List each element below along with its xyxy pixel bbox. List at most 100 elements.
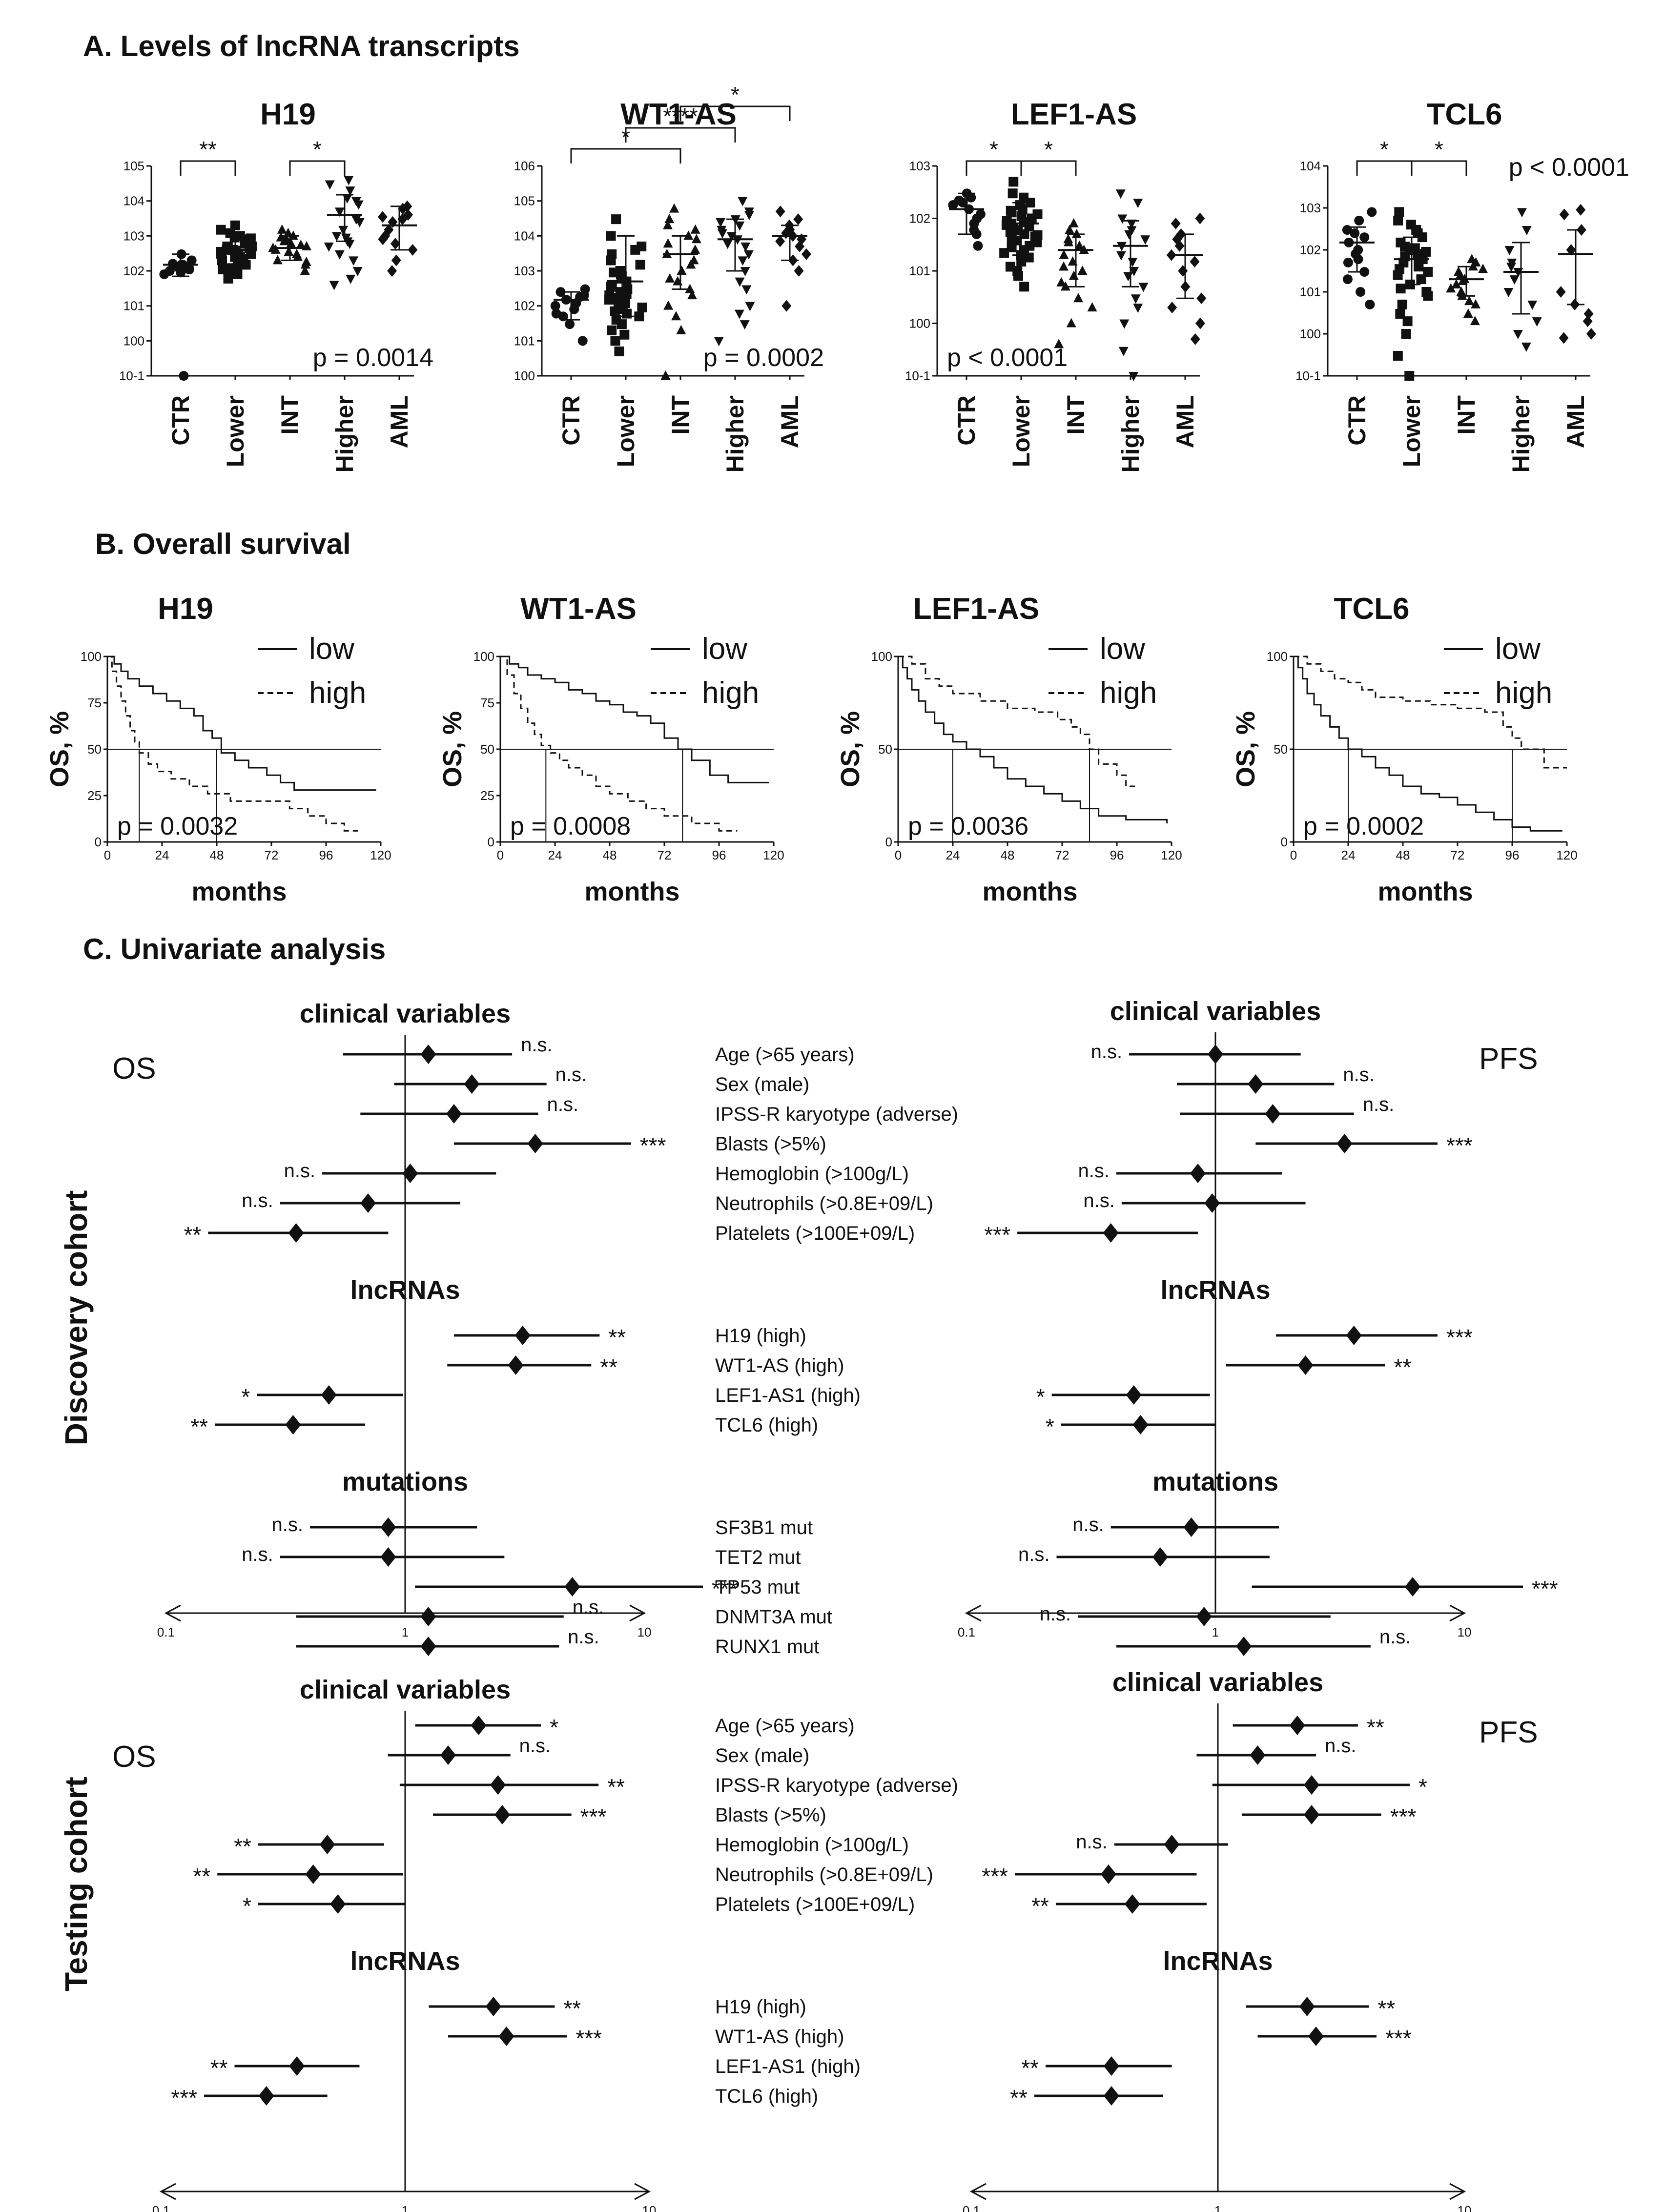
hazard-ratio-marker [471,1716,487,1735]
data-point [722,240,733,249]
data-point [662,220,673,229]
data-point [331,232,342,242]
hazard-ratio-marker [446,1104,462,1124]
data-point [1195,317,1205,329]
data-point [1521,225,1532,235]
data-point [1127,219,1137,229]
forest-row-label: Blasts (>5%) [715,1804,826,1826]
x-category-label: Lower [1007,395,1035,467]
data-point [1032,209,1043,219]
significance-label: ** [210,2055,228,2081]
hazard-ratio-marker [1183,1517,1199,1537]
x-tick-label: 0.1 [157,1625,175,1639]
x-category-label: CTR [167,395,194,446]
hazard-ratio-marker [330,1894,346,1914]
data-point [619,329,630,340]
significance-label: n.s. [284,1160,315,1182]
data-point [1011,235,1022,246]
y-tick-label: 0 [1281,835,1288,849]
section-title-c: C. Univariate analysis [83,933,386,965]
x-tick-label: 96 [712,848,726,862]
data-point [973,241,983,251]
data-point [1059,249,1069,259]
y-tick-label: 100 [514,369,535,383]
y-tick-label: 101 [1300,285,1321,299]
forest-endpoint-label: OS [112,1740,156,1774]
significance-label: n.s. [547,1094,578,1115]
data-point [353,200,364,210]
y-tick-label: 104 [123,194,144,208]
x-category-label: INT [1062,395,1089,435]
hazard-ratio-marker [1308,2027,1324,2046]
p-value: p < 0.0001 [1509,153,1629,182]
y-tick-label: 10-1 [1295,369,1321,383]
data-point [665,273,675,283]
data-point [1396,284,1406,294]
x-category-label: AML [1562,395,1589,448]
significance-bracket [289,160,346,176]
data-point [1056,277,1067,287]
data-point [607,325,617,335]
bracket-label: * [989,137,998,162]
data-point [1463,308,1473,318]
x-tick-label: 120 [763,848,784,862]
y-tick-label: 102 [1300,243,1321,257]
hazard-ratio-marker [1190,1164,1206,1183]
x-tick-label: 24 [1341,848,1356,862]
data-point [1138,283,1149,292]
y-axis-label: OS, % [836,711,865,787]
data-point [1394,207,1404,217]
x-tick-label: 10 [1458,1625,1472,1639]
data-point [1129,372,1139,381]
hazard-ratio-marker [1152,1547,1168,1567]
data-point [1559,208,1569,221]
hazard-ratio-marker [380,1517,396,1537]
significance-label: ** [563,1996,581,2021]
data-point [1413,228,1423,238]
significance-label: n.s. [1379,1626,1411,1648]
hazard-ratio-marker [305,1864,321,1884]
significance-label: ** [1367,1715,1384,1740]
km-curve-high [500,655,738,832]
y-tick-label: 10-1 [905,369,930,383]
data-point [1343,257,1353,267]
data-point [1401,329,1411,339]
x-tick-label: 10 [1458,2203,1472,2212]
data-point [735,277,745,287]
data-point [1350,228,1360,238]
significance-label: n.s. [519,1735,551,1757]
p-value: p < 0.0001 [947,344,1068,372]
data-point [342,194,352,204]
x-tick-label: 10 [642,2203,657,2212]
bracket-label: * [313,137,322,162]
data-point [1400,242,1410,252]
data-point [1470,299,1480,308]
data-point [1402,316,1413,327]
data-point [630,245,640,255]
data-point [1059,261,1069,271]
forest-row-label: Sex (male) [715,1074,809,1095]
hazard-ratio-marker [402,1164,418,1183]
y-tick-label: 100 [473,649,494,664]
data-point [745,302,755,311]
km-curve-high [1294,655,1567,769]
data-point [793,213,803,225]
data-point [341,233,351,243]
significance-label: n.s. [1018,1544,1049,1565]
x-category-label: INT [1453,395,1480,435]
hazard-ratio-marker [440,1745,456,1765]
data-point [1127,226,1137,236]
data-point [1397,299,1407,309]
data-point [1353,245,1363,255]
data-point [606,231,616,241]
hazard-ratio-marker [1126,1385,1142,1405]
data-point [1133,304,1143,313]
data-point [1006,205,1016,216]
data-point [293,251,303,261]
x-tick-label: 120 [1556,848,1577,862]
data-point [1513,330,1523,339]
significance-bracket [679,105,791,121]
legend-label-high: high [702,676,759,710]
data-point [1359,232,1370,243]
data-point [1073,293,1084,303]
